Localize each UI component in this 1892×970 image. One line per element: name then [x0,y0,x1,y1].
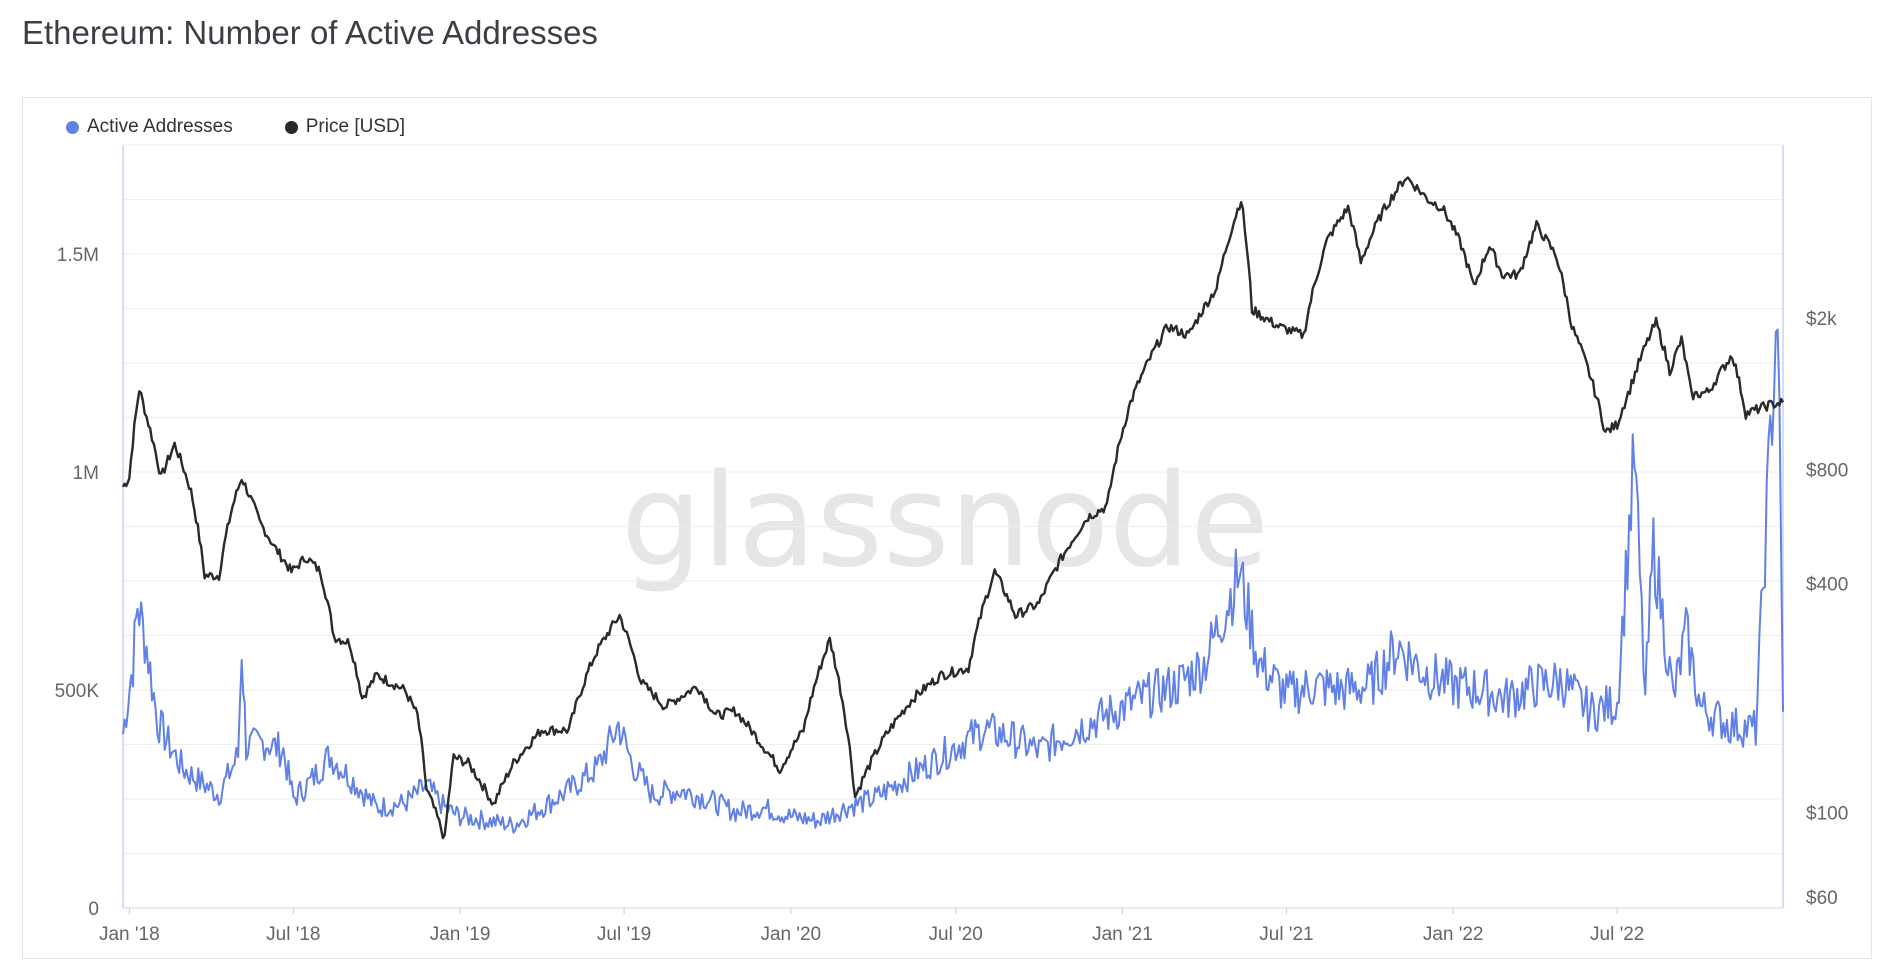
series-line-price[interactable] [121,176,1785,840]
y-right-tick-label: $2k [1806,309,1837,330]
x-tick-label: Jul '22 [1590,924,1644,945]
y-left-tick-label: 500K [55,681,100,702]
x-tick-label: Jan '19 [430,924,491,945]
x-tick-label: Jan '22 [1423,924,1484,945]
legend-dot-active-addresses [66,120,79,134]
x-tick-label: Jan '21 [1092,924,1153,945]
y-right-tick-label: $400 [1806,575,1848,596]
x-tick-label: Jan '18 [99,924,160,945]
x-tick-label: Jul '19 [597,924,651,945]
page-title: Ethereum: Number of Active Addresses [22,14,598,51]
legend-label-active-addresses: Active Addresses [87,116,233,137]
y-right-tick-label: $60 [1806,888,1838,909]
axes: 0 500K 1M 1.5M $60 $100 $400 $800 $2k Jan '18 Jul … [55,145,1848,945]
y-right-tick-label: $100 [1806,804,1848,825]
y-left-tick-label: 1M [73,463,99,484]
x-tick-label: Jul '21 [1259,924,1313,945]
legend-dot-price [284,120,298,134]
series-group [121,176,1785,840]
watermark-text: glassnode [621,447,1269,596]
legend-item-active-addresses[interactable]: Active Addresses [66,116,233,138]
grid-lines [123,144,1783,909]
legend-label-price: Price [USD] [305,116,405,137]
series-line-active-addresses[interactable] [122,328,1784,834]
x-tick-label: Jul '18 [266,924,320,945]
legend-item-price[interactable]: Price [USD] [284,116,405,138]
y-left-tick-label: 0 [88,899,99,920]
x-tick-label: Jan '20 [760,924,821,945]
y-right-tick-label: $800 [1806,460,1848,481]
y-left-tick-label: 1.5M [57,245,99,266]
x-tick-label: Jul '20 [929,924,983,945]
chart-frame [22,97,1872,959]
chart-legend: Active Addresses Price [USD] [66,116,405,138]
